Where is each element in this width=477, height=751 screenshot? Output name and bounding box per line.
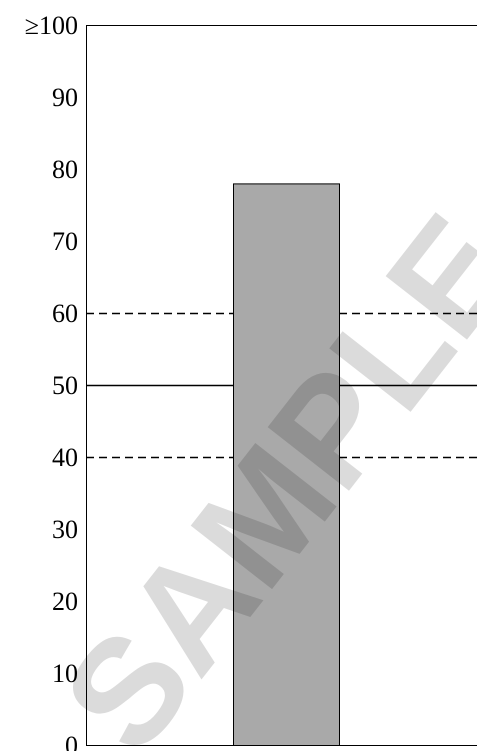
y-tick-label: 60 <box>52 299 78 328</box>
y-tick-label: ≥100 <box>25 11 78 40</box>
y-tick-label: 0 <box>65 731 78 751</box>
y-tick-label: 50 <box>52 371 78 400</box>
y-axis-ticks: 0 10 20 30 40 50 60 70 80 90 ≥100 <box>25 11 78 751</box>
y-tick-label: 90 <box>52 83 78 112</box>
bars <box>233 183 340 746</box>
y-tick-label: 80 <box>52 155 78 184</box>
y-tick-label: 70 <box>52 227 78 256</box>
axes <box>86 25 477 746</box>
y-tick-label: 40 <box>52 443 78 472</box>
y-tick-label: 30 <box>52 515 78 544</box>
y-tick-label: 20 <box>52 587 78 616</box>
bar <box>233 183 340 746</box>
y-tick-label: 10 <box>52 659 78 688</box>
reference-lines <box>86 312 477 459</box>
